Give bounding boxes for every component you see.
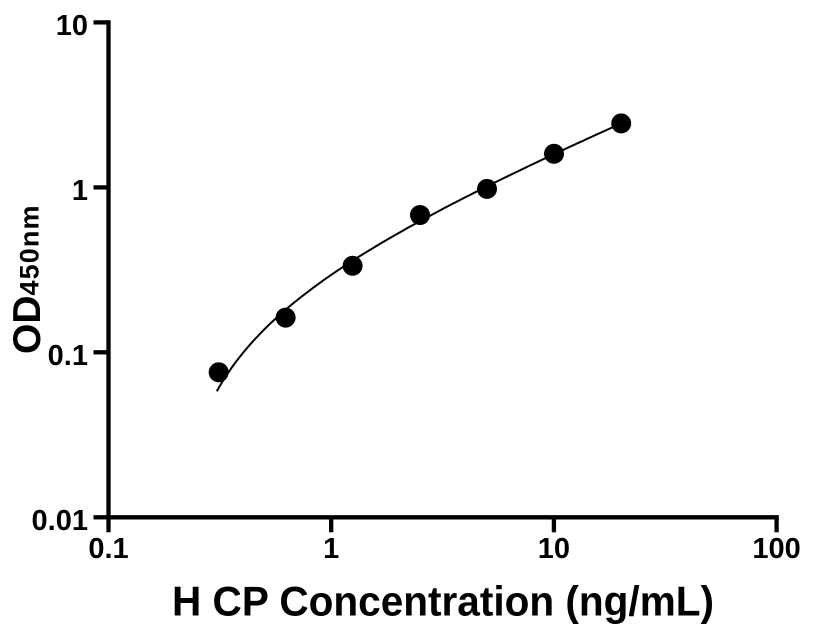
svg-text:10: 10: [56, 10, 88, 42]
svg-text:100: 100: [752, 533, 800, 565]
svg-text:0.01: 0.01: [32, 505, 88, 537]
svg-text:10: 10: [538, 533, 570, 565]
svg-text:1: 1: [323, 533, 339, 565]
svg-text:1: 1: [72, 175, 88, 207]
svg-text:OD450nm: OD450nm: [6, 204, 49, 354]
svg-text:H CP Concentration (ng/mL): H CP Concentration (ng/mL): [172, 577, 714, 624]
svg-text:0.1: 0.1: [48, 340, 88, 372]
svg-text:0.1: 0.1: [88, 533, 128, 565]
